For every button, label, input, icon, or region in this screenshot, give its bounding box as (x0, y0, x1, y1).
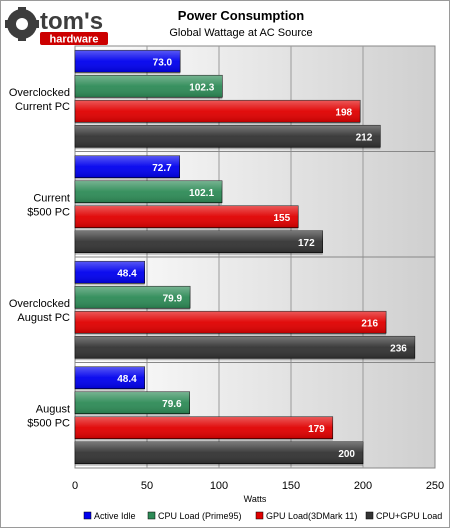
bar-highlight (75, 50, 181, 73)
bar-value-label: 216 (361, 318, 378, 329)
category-label: August PC (17, 312, 70, 324)
legend-label: CPU+GPU Load (376, 511, 442, 521)
bar-highlight (75, 125, 381, 148)
toms-hardware-logo: tom's hardware (5, 7, 108, 46)
bars: 73.0 102.3 198 212 72.7 102.1 155 172 48.4 79.9 21… (74, 49, 416, 466)
legend-swatch (255, 511, 264, 520)
chart-subtitle: Global Wattage at AC Source (169, 27, 312, 39)
bar-value-label: 102.3 (189, 82, 214, 93)
bar-highlight (75, 441, 363, 464)
bar-value-label: 236 (390, 343, 407, 354)
bar-value-label: 79.6 (162, 399, 182, 410)
bar-value-label: 72.7 (152, 163, 172, 174)
chart-title: Power Consumption (178, 8, 304, 23)
category-label: Overclocked (9, 298, 70, 310)
legend: Active Idle CPU Load (Prime95) GPU Load(3D… (83, 511, 442, 521)
legend-swatch (83, 511, 92, 520)
x-tick-label: 200 (354, 480, 372, 492)
category-labels: Overclocked Current PC Current $500 PC Overc… (9, 87, 70, 430)
logo-name: tom's (40, 8, 103, 35)
legend-swatch (365, 511, 374, 520)
logo-sub-background (40, 32, 108, 45)
legend-label: Active Idle (94, 511, 136, 521)
category-label: Overclocked (9, 87, 70, 99)
bar-highlight (75, 311, 387, 334)
bar-highlight (75, 261, 145, 284)
legend-label: GPU Load(3DMark 11) (266, 511, 357, 521)
x-axis-ticks: 0 50 100 150 200 250 (72, 480, 444, 492)
category-label: August (36, 403, 70, 415)
bar-highlight (75, 180, 223, 203)
bar-highlight (75, 205, 299, 228)
bar-highlight (75, 230, 323, 253)
x-tick-label: 50 (141, 480, 153, 492)
category-label: $500 PC (27, 206, 70, 218)
bar-highlight (75, 286, 191, 309)
bar-value-label: 102.1 (189, 188, 214, 199)
bar-value-label: 198 (335, 107, 352, 118)
bar-highlight (75, 416, 333, 439)
bar-highlight (75, 391, 190, 414)
bar-value-label: 48.4 (117, 374, 137, 385)
bar-value-label: 172 (298, 238, 315, 249)
bar-highlight (75, 336, 415, 359)
bar-highlight (75, 155, 180, 178)
legend-swatch (147, 511, 156, 520)
x-tick-label: 150 (282, 480, 300, 492)
legend-label: CPU Load (Prime95) (158, 511, 242, 521)
category-label: $500 PC (27, 417, 70, 429)
bar-value-label: 212 (356, 132, 373, 143)
bar-highlight (75, 100, 361, 123)
category-label: Current (33, 192, 70, 204)
bar-value-label: 200 (338, 449, 355, 460)
x-tick-label: 250 (426, 480, 444, 492)
bar-highlight (75, 75, 223, 98)
x-axis-label: Watts (244, 494, 267, 504)
logo-sub: hardware (50, 34, 99, 46)
bar-value-label: 73.0 (153, 57, 173, 68)
bar-value-label: 155 (274, 213, 291, 224)
category-label: Current PC (15, 101, 70, 113)
bar-highlight (75, 366, 145, 389)
x-tick-label: 100 (210, 480, 228, 492)
bar-value-label: 179 (308, 424, 325, 435)
bar-value-label: 48.4 (117, 268, 137, 279)
x-tick-label: 0 (72, 480, 78, 492)
bar-value-label: 79.9 (163, 293, 183, 304)
